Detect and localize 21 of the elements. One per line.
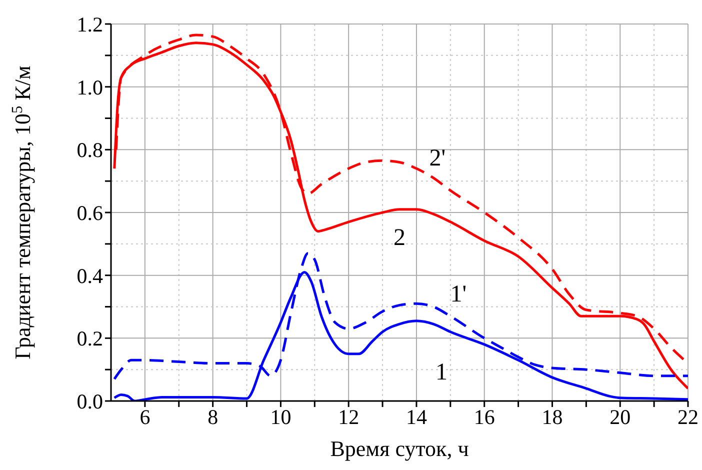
y-tick-label: 1.2 — [76, 12, 103, 36]
x-tick-label: 12 — [338, 404, 360, 429]
x-tick-label: 22 — [678, 404, 698, 429]
y-tick-label: 0.4 — [76, 264, 104, 288]
series-label: 2' — [429, 145, 446, 172]
x-tick-label: 18 — [542, 404, 563, 429]
x-tick-label: 14 — [406, 404, 428, 429]
y-tick-label: 0.8 — [76, 138, 103, 162]
series-label: 1 — [435, 360, 448, 386]
series-label: 1' — [450, 282, 467, 308]
x-tick-label: 10 — [270, 404, 292, 429]
y-tick-label: 0.6 — [76, 200, 103, 225]
x-tick-label: 20 — [610, 404, 631, 429]
y-tick-label: 0.0 — [76, 389, 103, 414]
x-axis-title: Время суток, ч — [330, 436, 469, 461]
series-label: 2 — [394, 224, 406, 251]
x-tick-label: 6 — [140, 404, 150, 429]
x-tick-label: 8 — [208, 404, 218, 429]
y-tick-label: 1.0 — [76, 75, 103, 100]
y-tick-label: 0.2 — [76, 326, 103, 351]
x-tick-label: 16 — [474, 404, 495, 429]
